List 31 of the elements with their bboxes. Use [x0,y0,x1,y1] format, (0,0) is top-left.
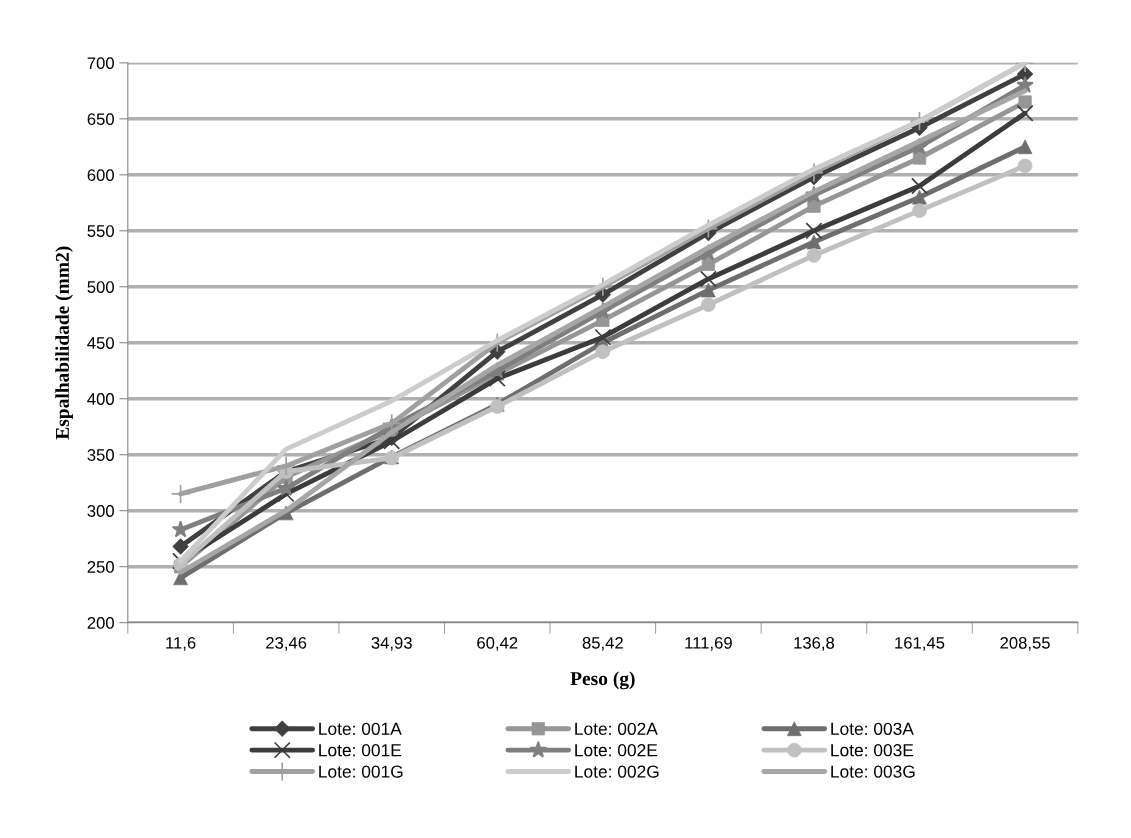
legend-label: Lote: 001A [319,722,402,735]
x-tick-label: 161,45 [895,636,945,651]
legend-label: Lote: 001G [319,765,403,778]
y-tick-label: 300 [87,505,114,517]
x-tick-label: 23,46 [266,636,307,651]
legend-label: Lote: 001E [319,744,402,757]
x-tick-label: 11,6 [166,636,196,651]
y-tick-label: 500 [87,281,114,293]
legend-label: Lote: 003G [831,765,915,778]
y-tick-label: 200 [87,617,114,629]
legend-label: Lote: 003A [831,722,914,735]
legend-label: Lote: 003E [831,744,914,757]
y-tick-label: 350 [87,449,114,461]
y-tick-label: 450 [87,337,114,349]
y-tick-label: 700 [87,57,114,70]
y-tick-label: 550 [87,225,114,237]
legend-label: Lote: 002G [575,765,659,778]
x-tick-label: 85,42 [582,636,623,651]
y-tick-label: 250 [87,561,114,573]
x-axis-title: Peso (g) [570,671,635,690]
legend-label: Lote: 002A [575,722,658,735]
y-tick-label: 400 [87,393,114,405]
y-axis-title: Espalhabilidade (mm2) [55,246,73,440]
y-tick-label: 650 [87,113,114,126]
y-tick-label: 600 [87,169,114,182]
x-tick-label: 111,69 [685,636,732,651]
x-tick-label: 136,8 [794,636,835,651]
x-tick-label: 60,42 [477,636,518,651]
x-tick-label: 208,55 [1000,636,1050,651]
x-tick-label: 34,93 [371,636,412,651]
legend-label: Lote: 002E [575,744,658,757]
